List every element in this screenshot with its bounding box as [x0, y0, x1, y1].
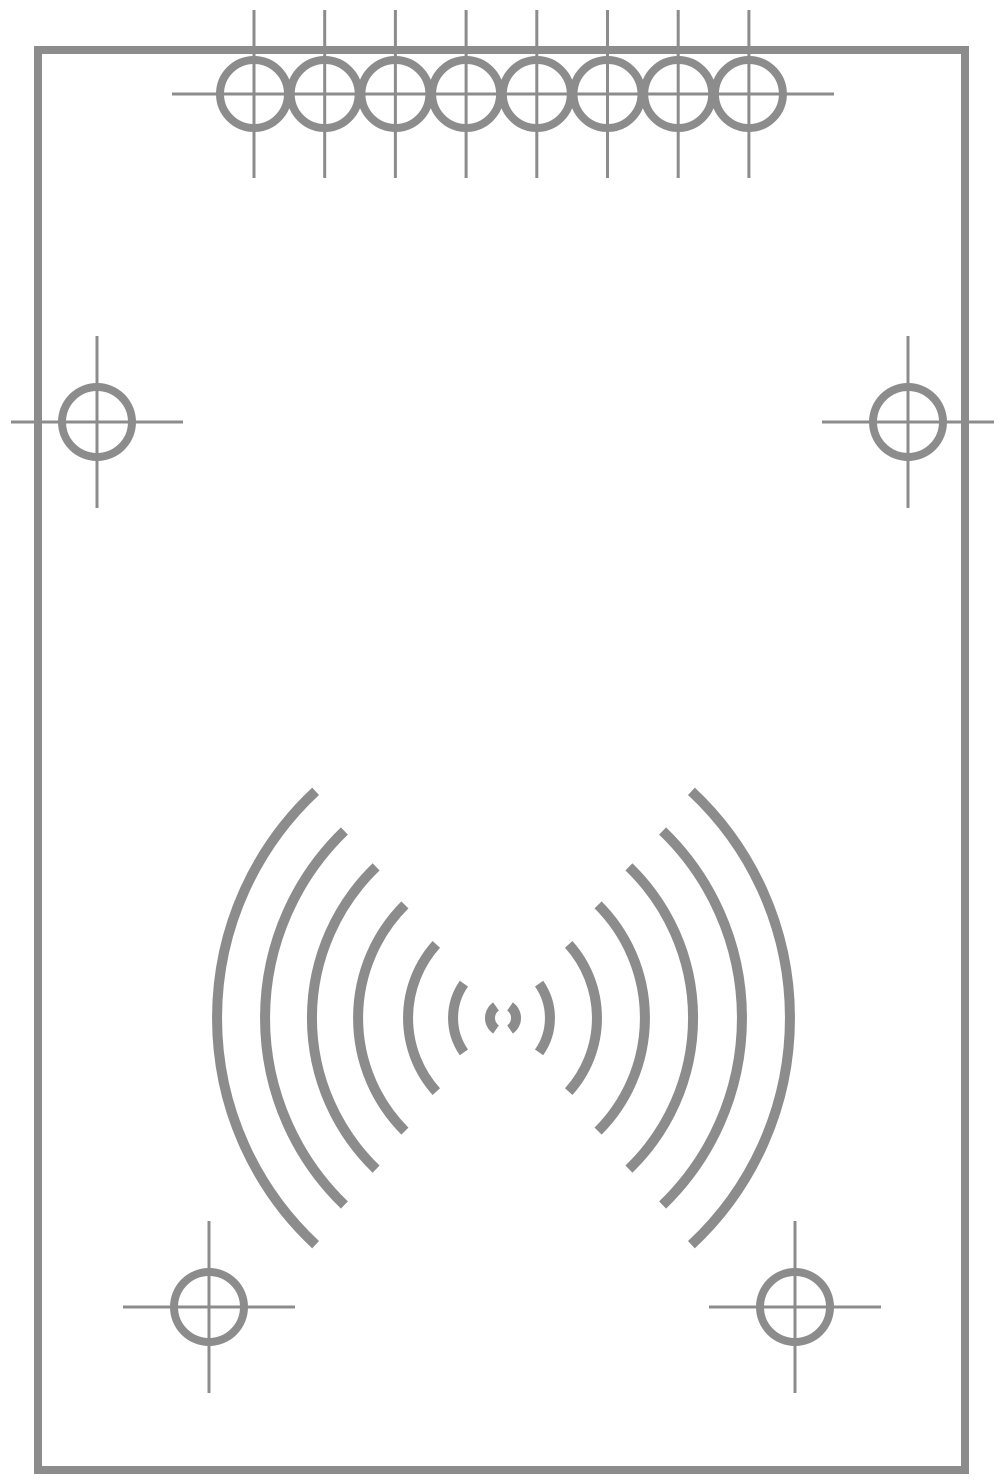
mounting-hole-bottom-right	[709, 1221, 881, 1393]
header-pin-8	[710, 10, 787, 178]
wave-arc-right-6	[659, 827, 747, 1209]
wave-arc-left-2	[448, 980, 469, 1056]
wave-arc-left-5	[306, 863, 380, 1173]
wave-arc-left-4	[353, 901, 409, 1135]
mounting-hole-top-left	[11, 336, 183, 508]
mounting-hole-top-right	[822, 336, 994, 508]
wave-arc-left-1	[485, 1002, 500, 1034]
rfid-wave-icon	[212, 787, 795, 1249]
wave-arc-right-2	[534, 980, 555, 1056]
pin-header	[172, 10, 834, 178]
wave-arc-right-3	[564, 941, 602, 1095]
mounting-holes	[11, 336, 994, 1393]
wave-arc-right-4	[594, 901, 650, 1135]
wave-arc-right-7	[687, 787, 795, 1249]
wave-arc-left-3	[403, 941, 441, 1095]
wave-arc-left-7	[212, 787, 320, 1249]
wave-arc-left-6	[260, 827, 348, 1209]
wave-arc-right-5	[625, 863, 699, 1173]
board-outline	[34, 46, 969, 1474]
mounting-hole-bottom-left	[123, 1221, 295, 1393]
wave-arc-right-1	[506, 1002, 521, 1034]
